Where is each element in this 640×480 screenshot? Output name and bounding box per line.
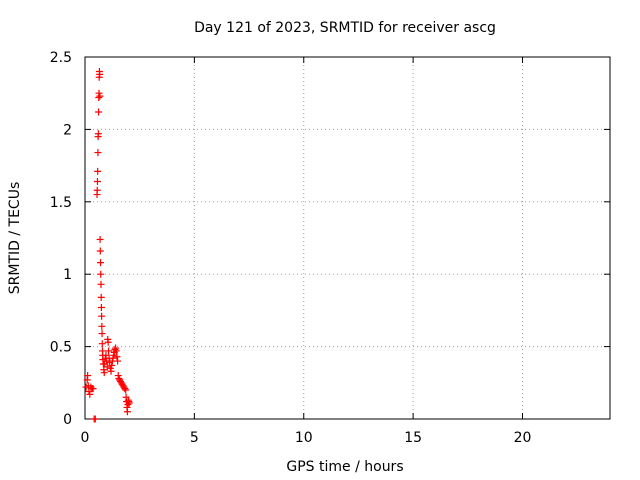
data-point	[96, 70, 104, 78]
data-point	[114, 357, 122, 365]
x-tick-label: 0	[81, 430, 90, 446]
x-tick-labels: 0 5 10 15 20	[81, 430, 532, 446]
data-point	[112, 347, 120, 355]
data-point	[108, 361, 116, 369]
y-axis-label: SRMTID / TECUs	[7, 182, 23, 295]
data-point	[96, 92, 104, 100]
data-point	[107, 367, 115, 375]
data-point	[111, 345, 119, 353]
data-point	[86, 390, 94, 398]
grid	[85, 57, 610, 419]
chart-title: Day 121 of 2023, SRMTID for receiver asc…	[194, 20, 496, 36]
data-point	[97, 293, 105, 301]
data-point	[93, 186, 101, 194]
x-tick-label: 10	[295, 430, 313, 446]
data-point	[94, 149, 102, 157]
data-point	[94, 167, 102, 175]
data-point	[91, 415, 99, 423]
data-point	[98, 330, 106, 338]
data-point	[96, 247, 104, 255]
data-point	[105, 347, 113, 355]
y-tick-labels: 0 0.5 1 1.5 2 2.5	[50, 50, 72, 428]
data-points	[82, 67, 133, 423]
x-tick-label: 20	[514, 430, 532, 446]
data-point	[113, 353, 121, 361]
data-point	[94, 130, 102, 138]
data-point	[97, 259, 105, 267]
data-point	[93, 178, 101, 186]
data-point	[97, 280, 105, 288]
data-point	[103, 363, 111, 371]
data-point	[98, 340, 106, 348]
data-point	[98, 312, 106, 320]
data-point	[122, 386, 130, 394]
axis-ticks	[84, 56, 610, 420]
y-tick-label: 1	[63, 267, 72, 283]
data-point	[125, 399, 133, 407]
data-point	[104, 338, 112, 346]
data-point	[95, 108, 103, 116]
data-point	[98, 322, 106, 330]
y-tick-label: 2	[63, 122, 72, 138]
data-point	[97, 270, 105, 278]
data-point	[84, 372, 92, 380]
y-tick-label: 2.5	[50, 50, 72, 66]
y-tick-label: 1.5	[50, 195, 72, 211]
x-tick-label: 15	[404, 430, 422, 446]
plot-frame	[84, 56, 611, 420]
y-tick-label: 0.5	[50, 340, 72, 356]
data-point	[96, 235, 104, 243]
data-point	[123, 408, 131, 416]
data-point	[100, 369, 108, 377]
y-tick-label: 0	[63, 412, 72, 428]
data-point	[89, 385, 97, 393]
data-point	[97, 304, 105, 312]
x-tick-label: 5	[190, 430, 199, 446]
x-axis-label: GPS time / hours	[286, 459, 403, 475]
data-point	[121, 385, 129, 393]
